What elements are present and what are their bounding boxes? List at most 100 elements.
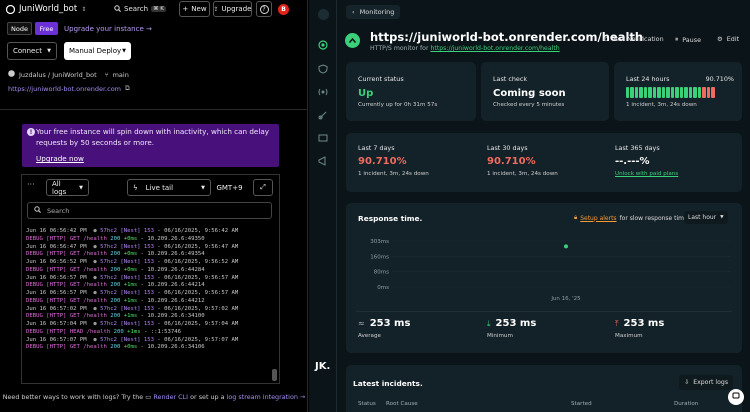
service-switcher[interactable]: JuniWorld_bot ⇕ (6, 4, 86, 14)
new-button[interactable]: + New (179, 1, 210, 17)
render-dashboard-panel: JuniWorld_bot ⇕ Search ⌘ K + New ⇪ Upgrade… (0, 0, 308, 412)
user-avatar[interactable]: JK. (315, 361, 331, 372)
log-http-tag: [HTTP] (46, 313, 67, 319)
edit-button[interactable]: ⚙ Edit (717, 35, 739, 43)
heartbeat-icon[interactable] (318, 87, 328, 97)
timezone-selector[interactable]: GMT+9 (213, 179, 246, 196)
uptime-bar-up (634, 87, 639, 98)
repo-link[interactable]: Juzdalus / JuniWorld_bot (19, 70, 97, 79)
log-date: 06/16/2025, 9:57:02 AM (164, 305, 239, 312)
connect-dropdown[interactable]: Connect ▼ (7, 42, 57, 60)
log-level: DEBUG (26, 282, 43, 288)
connect-label: Connect (13, 47, 42, 55)
upgrade-now-link[interactable]: Upgrade now (36, 154, 84, 163)
log-timestamp: Jun 16 06:56:42 PM (26, 228, 87, 234)
log-level: DEBUG (26, 235, 43, 242)
shield-icon[interactable] (318, 64, 328, 74)
log-date: 06/16/2025, 9:56:42 AM (164, 228, 239, 234)
log-dash: - (157, 259, 161, 265)
log-duration: +0ms (123, 344, 138, 350)
max-stat: ⤒ 253 ms (615, 318, 664, 329)
log-stream-link[interactable]: log stream integration → (226, 393, 306, 401)
repo-info: Juzdalus / JuniWorld_bot ⑂ main (8, 70, 129, 79)
setup-alerts-link[interactable]: Setup alerts (580, 214, 617, 222)
log-instance-id: 57hc2 (100, 243, 117, 250)
uptime-bar-up (679, 87, 684, 98)
announcement-icon[interactable] (318, 156, 328, 166)
chevron-left-icon: ‹ (352, 8, 355, 16)
export-logs-button[interactable]: ⇩ Export logs (679, 375, 734, 390)
log-instance-id: 57hc2 (100, 321, 117, 327)
search-icon (114, 4, 121, 14)
log-level: DEBUG (26, 297, 43, 304)
log-level: DEBUG (26, 313, 43, 319)
edit-label: Edit (726, 35, 740, 43)
log-dash: - (157, 321, 161, 327)
plan-badge: Free (35, 22, 58, 35)
log-filter-dropdown[interactable]: All logs ▼ (46, 179, 89, 196)
manual-deploy-button[interactable]: Manual Deploy ▼ (64, 42, 131, 60)
monitor-title: https://juniworld-bot.onrender.com/healt… (370, 30, 644, 44)
log-method: GET (69, 282, 80, 288)
fullscreen-button[interactable]: ⤢ (253, 179, 273, 196)
log-line-detail: DEBUG [HTTP] HEAD /health 200 +1ms - ::1… (26, 328, 181, 336)
status-page-icon[interactable] (318, 133, 328, 143)
min-stat: ⤓ 253 ms (487, 318, 536, 329)
chat-button[interactable] (728, 389, 744, 405)
test-label: Test Notification (612, 35, 664, 43)
log-instance-id: 57hc2 (100, 274, 117, 281)
time-range-dropdown[interactable]: Last hour ▼ (684, 211, 728, 224)
uptime-bar-up (684, 87, 688, 98)
h24-label: Last 24 hours (626, 75, 670, 83)
pause-button[interactable]: ⏸ Pause (675, 35, 701, 44)
live-tail-dropdown[interactable]: ϟ Live tail ▼ (127, 179, 211, 196)
last-24h-card: Last 24 hours 90.710% 1 incident, 3m, 24… (614, 62, 742, 121)
log-remote: - ::1:53746 (143, 328, 182, 335)
help-button[interactable]: ? (256, 1, 272, 17)
log-instance-id: 57hc2 (100, 336, 117, 343)
render-logo-icon (6, 4, 15, 14)
uptime-bar-up (675, 87, 679, 98)
log-http-tag: [HTTP] (46, 344, 67, 350)
log-line: Jun 16 06:56:52 PM ● 57hc2 [Nest] 153 - … (26, 258, 238, 266)
service-url-link[interactable]: https://juniworld-bot.onrender.com (8, 84, 122, 93)
d7-sub: 1 incident, 3m, 24s down (358, 171, 429, 177)
unlock-paid-link[interactable]: Unlock with paid plans (615, 171, 679, 177)
more-options-icon[interactable]: ··· (27, 180, 35, 189)
copy-icon[interactable]: ⧉ (125, 84, 130, 92)
uptime-bar-up (657, 87, 661, 98)
h24-percent: 90.710% (705, 75, 734, 83)
uptime-bar-down (702, 87, 706, 98)
logo-icon[interactable] (318, 9, 329, 20)
min-value: 253 ms (495, 318, 537, 329)
uptime-bar-up (666, 87, 670, 98)
log-level: DEBUG (26, 251, 43, 257)
search-button[interactable]: Search ⌘ K (114, 3, 166, 15)
log-path: /health (83, 235, 107, 242)
log-nest-tag: [Nest] 153 (120, 336, 155, 343)
integrations-icon[interactable] (318, 110, 328, 120)
log-duration: +1ms (123, 313, 138, 319)
lastcheck-label: Last check (493, 75, 528, 83)
monitor-url-link[interactable]: https://juniworld-bot.onrender.com/healt… (430, 45, 560, 52)
monitors-icon[interactable] (318, 40, 328, 50)
avatar[interactable]: B (278, 4, 289, 15)
d30-value: 90.710% (487, 156, 536, 167)
lightning-icon: ϟ (133, 183, 138, 192)
test-notification-button[interactable]: ⊙ Test Notification (603, 35, 664, 43)
render-cli-link[interactable]: Render CLI (153, 393, 189, 401)
chevron-down-icon: ▼ (79, 184, 83, 191)
upgrade-instance-link[interactable]: Upgrade your instance → (64, 25, 152, 33)
search-icon (34, 206, 41, 215)
time-range-label: Last hour (688, 214, 717, 221)
banner-text: Your free instance will spin down with i… (36, 127, 269, 147)
monitor-subtitle: HTTP/S monitor for https://juniworld-bot… (370, 45, 560, 52)
log-scrollbar[interactable] (272, 369, 277, 381)
log-date: 06/16/2025, 9:56:47 AM (164, 243, 239, 250)
log-search-input[interactable]: Search (27, 202, 272, 219)
response-time-title: Response time. (358, 214, 423, 223)
breadcrumb[interactable]: ‹ Monitoring (346, 5, 401, 19)
log-line-detail: DEBUG [HTTP] GET /health 200 +0ms - 10.2… (26, 250, 205, 258)
log-line: Jun 16 06:57:02 PM ● 57hc2 [Nest] 153 - … (26, 305, 238, 313)
upgrade-button[interactable]: ⇪ Upgrade (213, 1, 252, 17)
